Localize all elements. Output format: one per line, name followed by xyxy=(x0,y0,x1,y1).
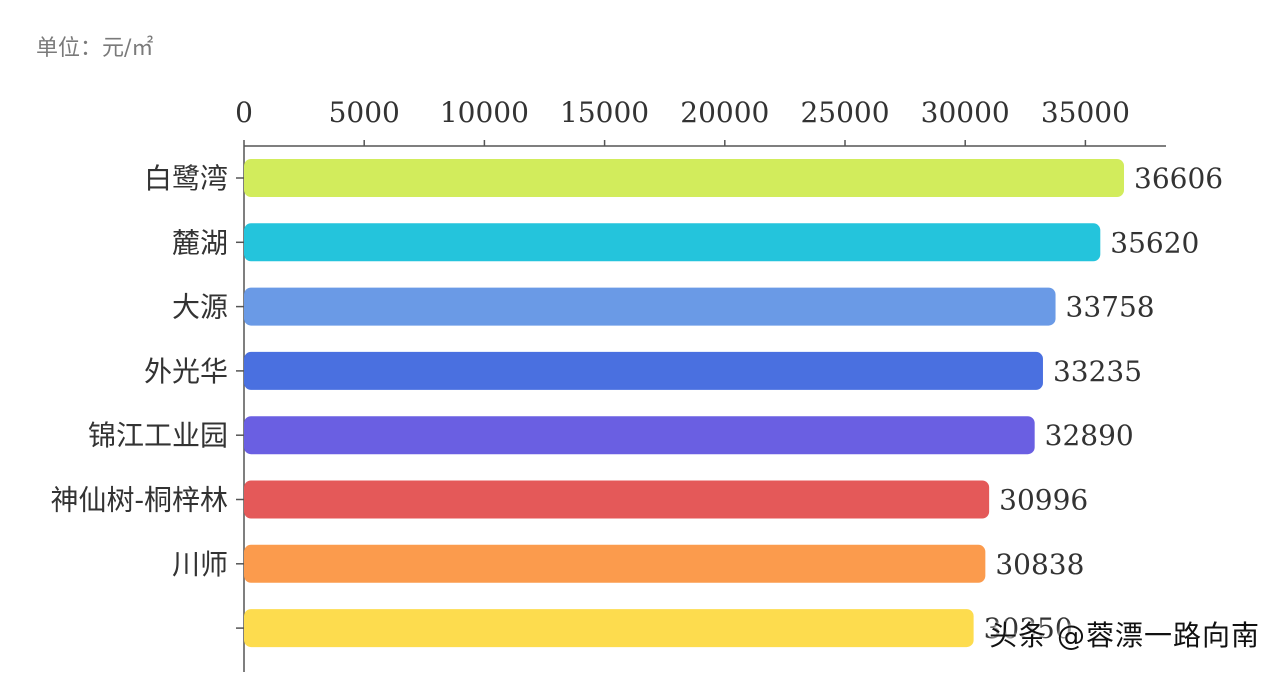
bar xyxy=(244,159,1125,197)
bar xyxy=(244,287,1056,326)
bar-value-label: 36606 xyxy=(1134,162,1223,195)
bar xyxy=(244,544,986,583)
bar-value-label: 33235 xyxy=(1053,355,1142,388)
y-category-label: 锦江工业园 xyxy=(88,419,228,452)
y-category-label: 白鹭湾 xyxy=(144,162,228,195)
x-tick-label: 0 xyxy=(235,96,253,129)
watermark-text: 头条 @蓉漂一路向南 xyxy=(989,619,1260,652)
bar-value-label: 30996 xyxy=(999,484,1088,517)
bar-value-label: 30838 xyxy=(995,548,1084,581)
y-category-label: 川师 xyxy=(172,548,228,581)
unit-label: 单位：元/㎡ xyxy=(36,36,154,61)
y-category-label: 神仙树-桐梓林 xyxy=(51,484,228,517)
bar xyxy=(244,223,1101,262)
bar xyxy=(244,416,1035,455)
x-tick-label: 30000 xyxy=(921,96,1010,129)
x-tick-label: 10000 xyxy=(440,96,529,129)
bar-value-label: 35620 xyxy=(1110,226,1199,259)
y-category-label: 麓湖 xyxy=(172,226,228,259)
bar-value-label: 30350 xyxy=(984,612,1073,645)
bar xyxy=(244,480,990,519)
x-tick-label: 20000 xyxy=(680,96,769,129)
y-category-label: 外光华 xyxy=(144,355,228,388)
bar xyxy=(244,609,974,648)
x-tick-label: 25000 xyxy=(800,96,889,129)
bar-value-label: 32890 xyxy=(1045,419,1134,452)
bar xyxy=(244,351,1043,390)
x-tick-label: 15000 xyxy=(560,96,649,129)
y-category-label: 大源 xyxy=(172,291,228,324)
x-tick-label: 5000 xyxy=(329,96,400,129)
x-tick-label: 35000 xyxy=(1041,96,1130,129)
bar-value-label: 33758 xyxy=(1066,291,1155,324)
